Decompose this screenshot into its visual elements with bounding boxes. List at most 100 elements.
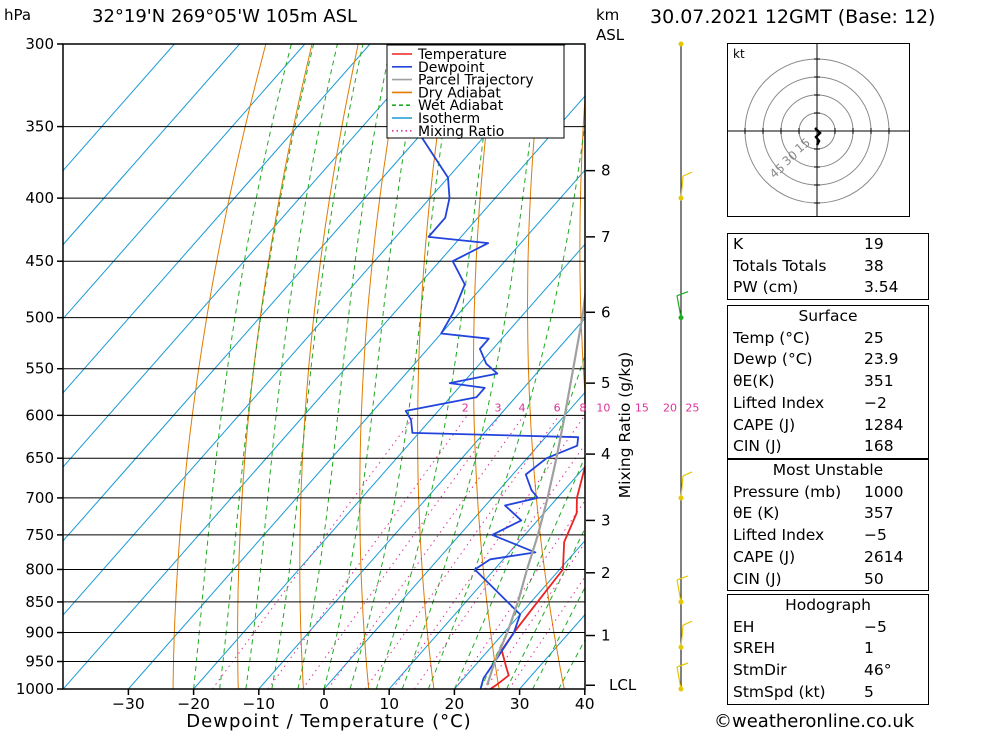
table-row: θE(K) 351 — [728, 371, 928, 393]
table-row: SREH 1 — [728, 638, 928, 660]
wind-barb — [680, 176, 684, 199]
pressure-tick-label: 300 — [25, 35, 54, 53]
pressure-tick-label: 750 — [25, 526, 54, 544]
mixing-ratio-line — [392, 415, 585, 689]
table-row-value: −5 — [864, 617, 887, 636]
pressure-tick-label: 450 — [25, 252, 54, 270]
table-row: EH −5 — [728, 617, 928, 639]
x-axis-title: Dewpoint / Temperature (°C) — [186, 711, 471, 732]
isotherm-line — [454, 539, 585, 689]
table-row-value: 19 — [864, 235, 884, 253]
wet-adiabat-line — [453, 353, 585, 689]
table-row-label: K — [733, 235, 744, 253]
pressure-tick-label: 800 — [25, 560, 54, 578]
wet-adiabat-line — [271, 44, 364, 689]
wet-adiabat-line — [219, 44, 315, 689]
legend-label: Dewpoint — [418, 60, 485, 76]
table-row-value: 351 — [864, 372, 894, 391]
table-row-label: Lifted Index — [733, 393, 825, 412]
pressure-tick-label: 500 — [25, 309, 54, 327]
isotherm-line — [63, 44, 566, 616]
wind-barb — [680, 625, 684, 648]
table-row-label: CAPE (J) — [733, 547, 796, 566]
plot-frame — [62, 43, 586, 690]
pressure-tick-label: 550 — [25, 360, 54, 378]
table-row-label: Lifted Index — [733, 526, 825, 545]
asl-unit-label: ASL — [596, 26, 625, 44]
most-unstable-table: Most Unstable Pressure (mb) 1000 θE (K) 357 L… — [727, 459, 929, 592]
table-row-label: CIN (J) — [733, 569, 782, 588]
isotherm-line — [63, 44, 436, 468]
dry-adiabat-line — [631, 44, 695, 689]
table-row-value: 1284 — [864, 415, 904, 434]
isotherm-line — [323, 391, 585, 689]
temperature-tick-label: 10 — [379, 695, 399, 713]
isotherm-line — [63, 44, 175, 172]
table-row-label: EH — [733, 617, 755, 636]
table-row-label: StmDir — [733, 661, 787, 680]
table-row: θE (K) 357 — [728, 503, 928, 525]
wind-barb-flag — [676, 575, 689, 581]
table-row-label: CAPE (J) — [733, 415, 796, 434]
wet-adiabat-line — [245, 44, 338, 689]
temperature-tick-label: 0 — [319, 695, 329, 713]
table-row-label: θE (K) — [733, 504, 780, 523]
table-row: CAPE (J) 2614 — [728, 547, 928, 569]
pressure-tick-label: 850 — [25, 593, 54, 611]
isotherm-line — [63, 95, 585, 689]
dry-adiabat-line — [417, 44, 452, 689]
km-unit-label: km — [596, 6, 620, 24]
wind-barb-flag — [682, 620, 693, 626]
table-row-value: −2 — [864, 393, 887, 412]
pressure-tick-label: 700 — [25, 489, 54, 507]
mixing-ratio-label: 2 — [462, 401, 469, 414]
table-row-value: 168 — [864, 437, 894, 456]
table-row-label: PW (cm) — [733, 278, 799, 297]
table-row-label: StmSpd (kt) — [733, 682, 826, 701]
temperature-tick-label: 30 — [510, 695, 530, 713]
dry-adiabat-line — [579, 90, 585, 400]
table-row-label: Pressure (mb) — [733, 482, 842, 501]
pressure-tick-label: 600 — [25, 406, 54, 424]
table-row-label: Totals Totals — [733, 256, 827, 275]
km-tick-label: 6 — [601, 303, 611, 321]
sounding-datetime: 30.07.2021 12GMT (Base: 12) — [650, 6, 936, 28]
table-row: PW (cm) 3.54 — [728, 277, 928, 299]
table-row-value: 1000 — [864, 482, 904, 501]
pressure-unit-label: hPa — [4, 6, 32, 24]
table-row: K 19 — [728, 234, 928, 256]
table-row: Temp (°C) 25 — [728, 328, 928, 350]
mixing-ratio-label: 4 — [518, 401, 525, 414]
surface-table: Surface Temp (°C) 25 Dewp (°C) 23.9 θE(K) 351 L… — [727, 305, 929, 459]
legend-label: Parcel Trajectory — [418, 73, 534, 89]
pressure-tick-label: 650 — [25, 449, 54, 467]
km-tick-label: 7 — [601, 228, 611, 246]
isotherm-line — [63, 44, 240, 246]
mixing-ratio-label: 15 — [635, 401, 649, 414]
dry-adiabat-line — [359, 44, 405, 689]
mixing-ratio-label: 10 — [596, 401, 610, 414]
mixing-ratio-line — [508, 575, 585, 689]
table-row: CAPE (J) 1284 — [728, 415, 928, 437]
wind-barb-flag — [682, 171, 693, 177]
mixing-ratio-axis-title: Mixing Ratio (g/kg) — [616, 352, 634, 498]
pressure-tick-label: 350 — [25, 118, 54, 136]
table-row-value: 23.9 — [864, 350, 899, 369]
table-row-value: −5 — [864, 526, 887, 545]
pressure-tick-label: 900 — [25, 624, 54, 642]
temperature-tick-label: 20 — [445, 695, 465, 713]
table-section-title: Surface — [798, 307, 858, 325]
table-row-value: 46° — [864, 661, 892, 680]
table-row-label: θE(K) — [733, 372, 775, 391]
mixing-ratio-line — [484, 541, 585, 689]
wet-adiabat-line — [193, 44, 292, 689]
legend-label: Isotherm — [418, 111, 480, 127]
temperature-tick-label: 40 — [575, 695, 595, 713]
table-row: Totals Totals 38 — [728, 256, 928, 278]
table-row-label: CIN (J) — [733, 437, 782, 456]
legend-label: Temperature — [417, 47, 507, 63]
table-row-value: 3.54 — [864, 278, 899, 297]
copyright-label: ©weatheronline.co.uk — [714, 711, 915, 732]
